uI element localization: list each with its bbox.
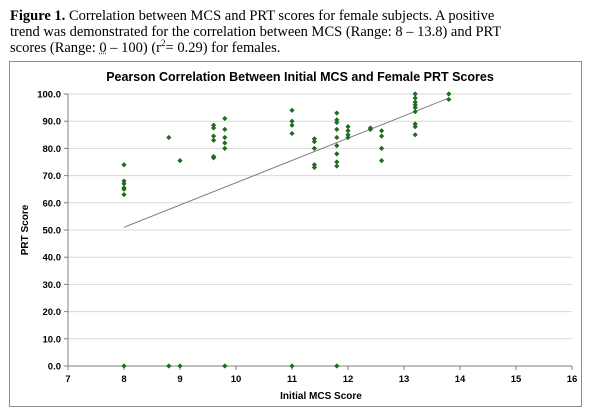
data-point	[412, 109, 418, 115]
y-tick-label: 30.0	[43, 280, 62, 291]
y-tick-label: 70.0	[43, 171, 62, 182]
trendline-group	[123, 97, 449, 228]
data-point	[289, 118, 295, 124]
x-tick-label: 9	[177, 374, 182, 385]
chart-frame: Pearson Correlation Between Initial MCS …	[9, 61, 582, 407]
y-tick-label: 0.0	[48, 362, 61, 373]
data-point	[177, 158, 183, 164]
data-point	[211, 133, 217, 139]
data-point	[121, 178, 127, 184]
x-tick-label: 16	[567, 374, 578, 385]
data-point	[334, 134, 340, 141]
data-point	[222, 140, 228, 146]
data-point	[412, 95, 418, 101]
x-tick-label: 15	[511, 374, 522, 385]
x-tick-label: 11	[287, 374, 298, 385]
y-tick-label: 90.0	[43, 117, 62, 128]
y-tick-label: 50.0	[43, 226, 62, 237]
data-point	[121, 162, 127, 168]
data-point	[334, 159, 340, 165]
x-tick-label: 12	[343, 374, 354, 385]
data-point	[166, 363, 172, 369]
data-point	[345, 124, 351, 130]
data-point	[289, 122, 295, 128]
data-point	[222, 134, 228, 141]
y-tick-label: 10.0	[43, 334, 62, 345]
tick-labels: 0.0 10.0 20.0 30.0 40.0 50.0 60.0 70.0 80.0 90.0 1…	[37, 90, 577, 386]
caption-line-3a: scores (Range:	[10, 40, 96, 56]
y-tick-label: 60.0	[43, 198, 62, 209]
data-point	[121, 181, 127, 187]
data-point	[334, 163, 340, 169]
data-point	[121, 192, 127, 198]
data-point	[412, 105, 418, 111]
data-point	[334, 117, 340, 123]
data-point	[121, 186, 127, 192]
data-point	[222, 115, 228, 122]
caption-superscript: 2	[161, 38, 166, 49]
data-point	[289, 130, 295, 137]
caption-line-1: Correlation between MCS and PRT scores f…	[68, 8, 495, 24]
data-point	[412, 102, 418, 108]
x-tick-label: 13	[399, 374, 410, 385]
data-point	[379, 158, 385, 164]
x-tick-label: 8	[121, 374, 126, 385]
data-point	[289, 107, 295, 113]
data-point	[177, 363, 183, 369]
x-tick-label: 10	[231, 374, 242, 385]
data-point	[311, 139, 317, 145]
data-point	[121, 363, 127, 369]
x-axis-label: Initial MCS Score	[280, 391, 362, 402]
scatter-chart: Pearson Correlation Between Initial MCS …	[20, 70, 577, 402]
data-point	[211, 125, 217, 131]
data-point	[334, 126, 340, 132]
data-point	[222, 145, 228, 151]
x-tick-label: 7	[65, 374, 70, 385]
data-point	[311, 145, 317, 151]
data-point	[412, 132, 418, 138]
trendline	[123, 97, 449, 228]
data-point	[412, 99, 418, 105]
y-tick-label: 40.0	[43, 253, 62, 264]
data-point	[334, 151, 340, 157]
figure-caption: Figure 1. Correlation between MCS and PR…	[10, 8, 584, 56]
y-tick-label: 100.0	[37, 90, 61, 101]
data-point	[334, 363, 340, 369]
caption-line-3b: – 100) (r	[110, 40, 162, 56]
axes	[64, 93, 573, 370]
caption-zero: 0	[99, 40, 107, 56]
data-point	[345, 128, 351, 134]
data-point	[446, 91, 452, 97]
y-tick-label: 20.0	[43, 307, 62, 318]
y-axis-label: PRT Score	[20, 204, 31, 255]
y-tick-label: 80.0	[43, 144, 62, 155]
data-point	[334, 110, 340, 116]
figure-label: Figure 1.	[10, 8, 66, 24]
data-point	[345, 132, 351, 138]
data-point	[311, 162, 317, 168]
data-point	[166, 134, 172, 141]
data-point	[222, 363, 228, 369]
data-point	[367, 126, 373, 132]
data-point	[222, 126, 228, 132]
data-point	[334, 119, 340, 126]
data-point	[345, 134, 351, 141]
caption-line-3c: = 0.29) for females.	[165, 40, 281, 56]
data-point	[379, 133, 385, 139]
data-point	[379, 128, 385, 134]
x-tick-label: 14	[455, 374, 466, 385]
data-point	[311, 136, 317, 142]
caption-line-2: trend was demonstrated for the correlati…	[10, 24, 502, 40]
data-point	[412, 124, 418, 130]
data-point	[446, 96, 452, 103]
chart-title: Pearson Correlation Between Initial MCS …	[106, 70, 494, 84]
grid-lines	[68, 93, 572, 340]
data-point	[311, 164, 317, 171]
data-point	[211, 137, 217, 143]
data-point	[379, 145, 385, 151]
data-point	[334, 143, 340, 149]
data-point	[289, 363, 295, 369]
